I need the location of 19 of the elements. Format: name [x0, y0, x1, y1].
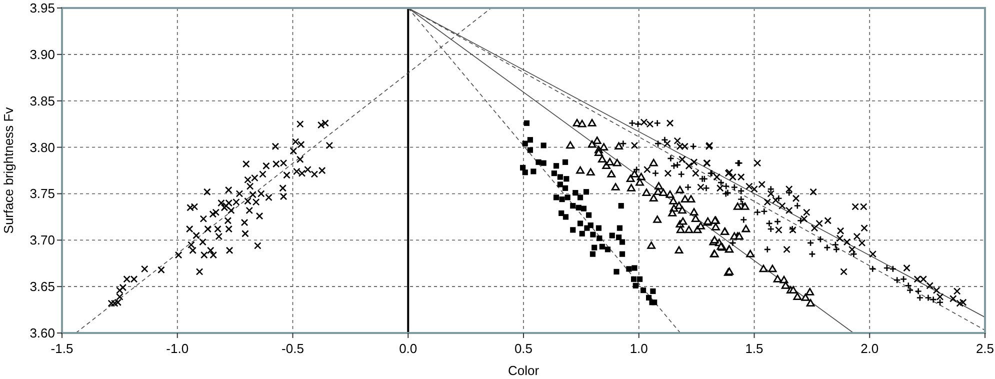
x-tick-label: 1.0: [630, 341, 648, 356]
y-tick-label: 3.95: [30, 0, 55, 16]
x-tick-label: 2.0: [860, 341, 879, 356]
x-axis-title: Color: [508, 363, 540, 378]
y-tick-label: 3.75: [30, 186, 55, 202]
y-tick-label: 3.90: [30, 46, 55, 62]
y-tick-label: 3.70: [30, 232, 55, 248]
y-tick-label: 3.85: [30, 93, 55, 108]
y-axis-title: Surface brightness Fv: [1, 106, 16, 234]
y-tick-label: 3.80: [30, 140, 55, 155]
x-tick-label: -0.5: [282, 341, 304, 356]
x-tick-label: -1.5: [50, 341, 74, 356]
y-tick-label: 3.60: [30, 326, 55, 340]
y-tick-label: 3.65: [30, 279, 55, 294]
x-tick-label: 1.5: [745, 341, 764, 356]
x-tick-label: -1.0: [166, 341, 189, 356]
x-tick-label: 0.0: [399, 341, 418, 356]
x-tick-label: 2.5: [976, 341, 994, 356]
x-tick-label: 0.5: [514, 341, 533, 356]
